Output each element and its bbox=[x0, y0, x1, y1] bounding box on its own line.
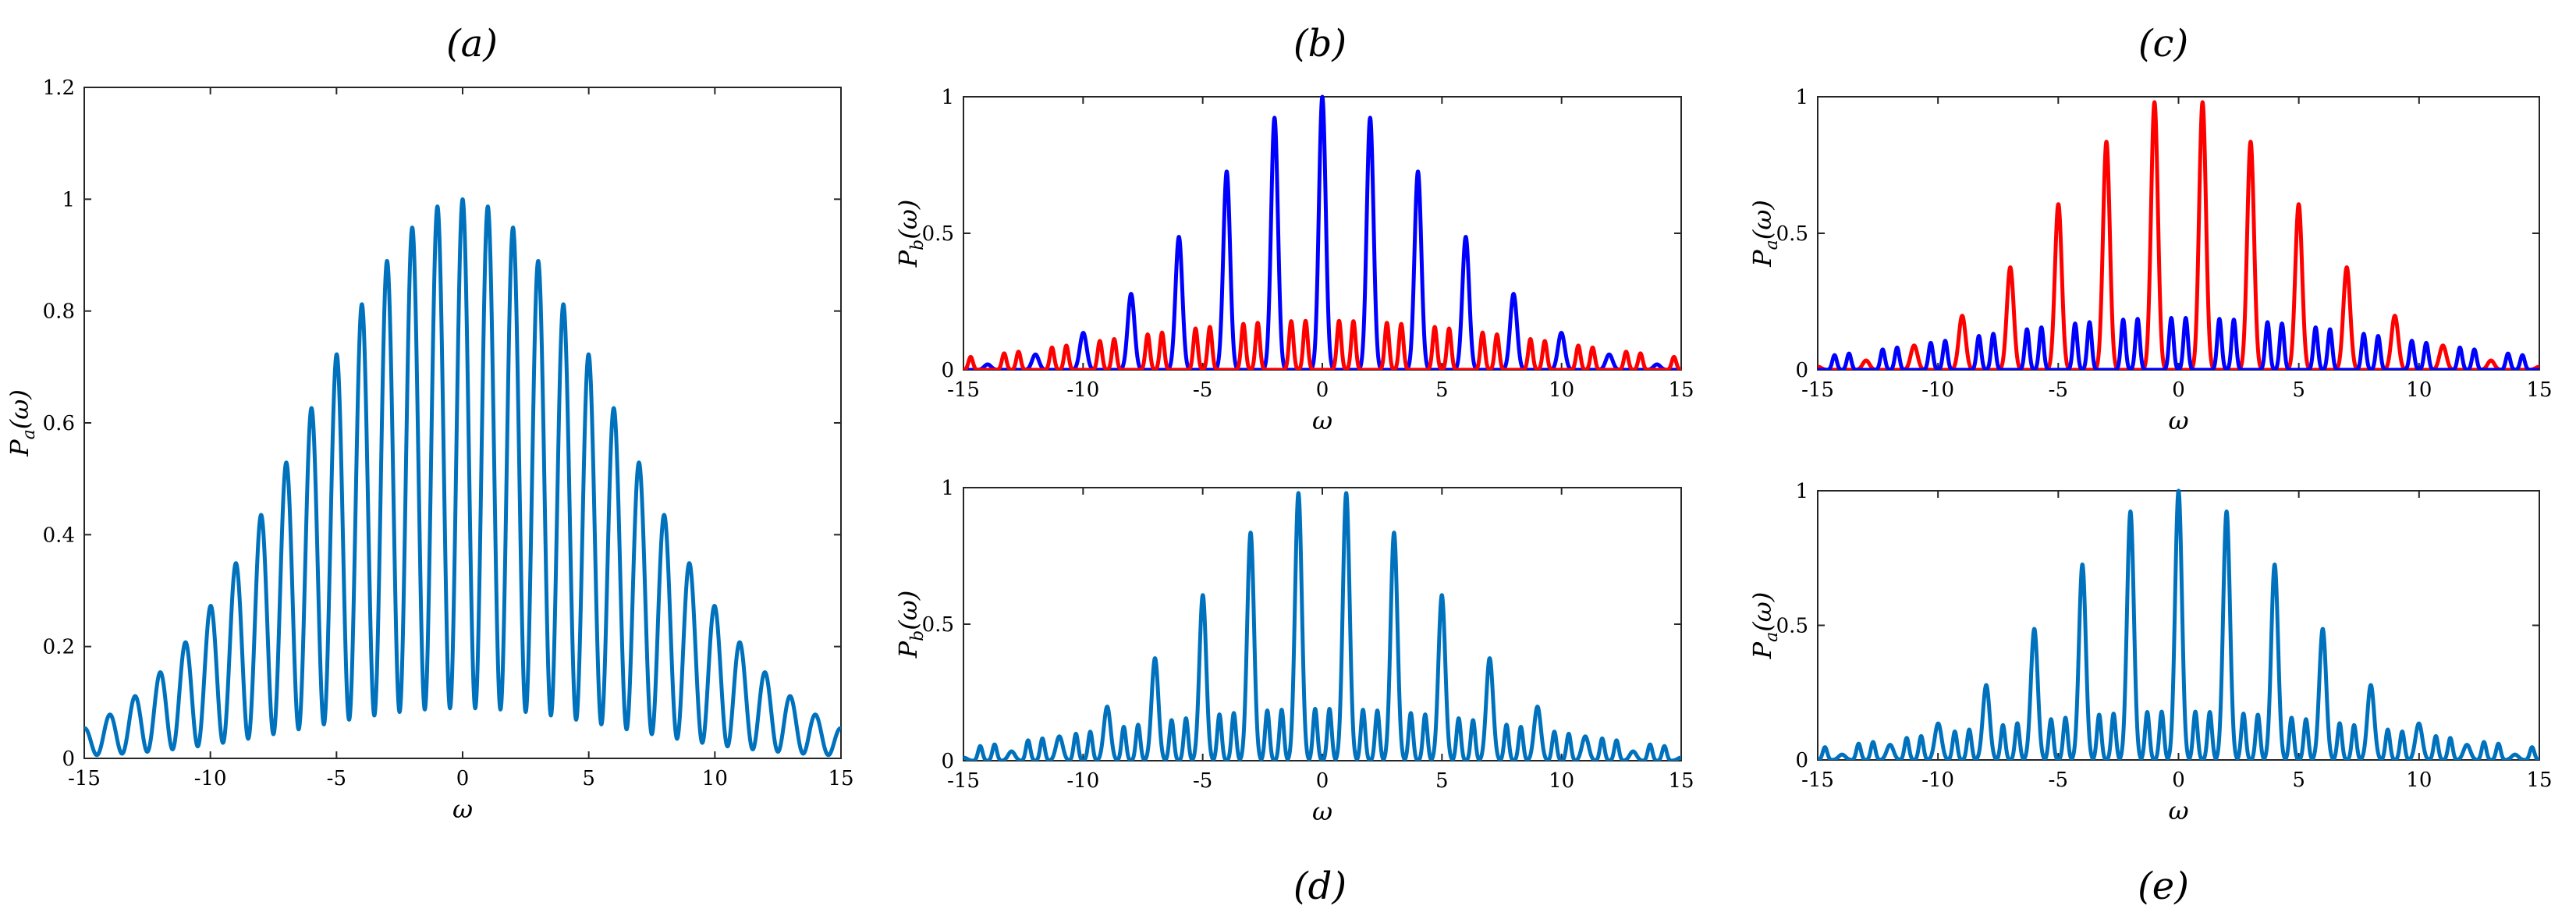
y-tick-label-c: 0.5 bbox=[1776, 222, 1808, 246]
y-tick-label-a: 1 bbox=[62, 188, 75, 211]
x-tick-label-d: 0 bbox=[1316, 769, 1329, 793]
axes-frame-a bbox=[83, 87, 842, 759]
x-tick-label-a: 15 bbox=[828, 767, 853, 790]
x-axis-label-e: ω bbox=[2168, 796, 2188, 825]
series-line-b-red bbox=[963, 318, 1681, 370]
y-tick-label-c: 0 bbox=[1795, 359, 1808, 382]
x-tick-label-e: 15 bbox=[2526, 769, 2552, 792]
y-tick-label-b: 0 bbox=[941, 359, 954, 382]
x-tick-label-d: 5 bbox=[1435, 769, 1449, 793]
y-tick-label-e: 0 bbox=[1795, 749, 1808, 772]
x-tick-label-a: -10 bbox=[194, 767, 227, 790]
x-tick-label-e: -5 bbox=[2049, 769, 2068, 792]
y-axis-label-e: Pa(ω) bbox=[1747, 592, 1782, 660]
x-tick-label-b: 0 bbox=[1316, 378, 1329, 402]
x-tick-label-d: 15 bbox=[1668, 769, 1694, 793]
series-line-b-blue bbox=[963, 94, 1681, 370]
y-tick-label-a: 0.8 bbox=[43, 300, 75, 324]
chart-c: -15 -10 -5 0 5 10 15 0 0.5 1 ω Pa(ω) bbox=[1747, 86, 2553, 435]
y-tick-label-e: 0.5 bbox=[1776, 615, 1808, 638]
x-axis-label-d: ω bbox=[1312, 797, 1332, 826]
y-axis-label-a: Pa(ω) bbox=[5, 389, 39, 457]
y-tick-label-a: 0 bbox=[62, 747, 75, 771]
panel-label-d: (d) bbox=[1293, 864, 1347, 908]
panel-label-b: (b) bbox=[1293, 22, 1347, 66]
x-tick-label-b: 5 bbox=[1435, 378, 1449, 402]
x-tick-label-c: 5 bbox=[2292, 378, 2305, 402]
x-tick-label-e: 0 bbox=[2172, 769, 2185, 792]
x-tick-label-c: 0 bbox=[2172, 378, 2185, 402]
x-tick-label-d: 10 bbox=[1549, 769, 1574, 793]
chart-d: -15 -10 -5 0 5 10 15 0 0.5 1 ω Pb(ω) bbox=[893, 477, 1694, 826]
x-axis-label-c: ω bbox=[2168, 406, 2188, 435]
y-tick-label-b: 1 bbox=[941, 86, 954, 109]
x-tick-label-e: 10 bbox=[2406, 769, 2432, 792]
y-axis-label-b: Pb(ω) bbox=[893, 200, 928, 268]
x-tick-label-a: 10 bbox=[702, 767, 728, 790]
x-tick-label-c: -10 bbox=[1921, 378, 1954, 402]
chart-e: -15 -10 -5 0 5 10 15 0 0.5 1 ω Pa(ω) bbox=[1747, 480, 2553, 825]
y-tick-label-a: 0.6 bbox=[43, 412, 75, 435]
y-tick-label-d: 0 bbox=[941, 750, 954, 773]
chart-b: -15 -10 -5 0 5 10 15 0 0.5 1 ω Pb(ω) bbox=[893, 86, 1694, 435]
series-line-c-blue bbox=[1818, 316, 2539, 370]
series-line-e-Pa bbox=[1818, 488, 2539, 760]
y-axis-label-c: Pa(ω) bbox=[1747, 200, 1782, 268]
y-tick-label-a: 0.2 bbox=[43, 636, 75, 659]
y-tick-label-a: 0.4 bbox=[43, 524, 75, 547]
y-tick-label-a: 1.2 bbox=[43, 76, 75, 100]
x-tick-label-a: -15 bbox=[68, 767, 101, 790]
axes-frame-c bbox=[1817, 96, 2540, 371]
chart-a: -15 -10 -5 0 5 10 15 0 0.2 0.4 0.6 0.8 1 1.2 ω Pa(ω) bbox=[5, 76, 854, 824]
series-line-d-Pb bbox=[963, 491, 1681, 761]
x-tick-label-d: -15 bbox=[947, 769, 980, 793]
y-tick-label-d: 0.5 bbox=[922, 613, 954, 637]
x-tick-label-a: 0 bbox=[456, 767, 470, 790]
x-tick-label-d: -10 bbox=[1066, 769, 1099, 793]
panel-label-a: (a) bbox=[446, 22, 498, 66]
panel-label-e: (e) bbox=[2138, 864, 2189, 908]
y-tick-label-e: 1 bbox=[1795, 480, 1808, 503]
x-tick-label-c: -15 bbox=[1801, 378, 1834, 402]
x-tick-label-d: -5 bbox=[1193, 769, 1212, 793]
axes-frame-d bbox=[963, 487, 1682, 761]
x-tick-label-a: -5 bbox=[327, 767, 346, 790]
x-tick-label-e: -10 bbox=[1921, 769, 1954, 792]
x-tick-label-b: 15 bbox=[1668, 378, 1694, 402]
panel-label-c: (c) bbox=[2138, 22, 2188, 66]
y-axis-label-d: Pb(ω) bbox=[893, 591, 928, 659]
x-axis-label-a: ω bbox=[452, 794, 473, 824]
x-tick-label-c: 10 bbox=[2406, 378, 2432, 402]
x-tick-label-b: 10 bbox=[1549, 378, 1574, 402]
y-tick-label-d: 1 bbox=[941, 477, 954, 500]
x-tick-label-c: -5 bbox=[2049, 378, 2068, 402]
y-tick-label-b: 0.5 bbox=[922, 222, 954, 246]
x-tick-label-a: 5 bbox=[582, 767, 595, 790]
series-line-a-Pa bbox=[84, 197, 841, 758]
x-tick-label-b: -10 bbox=[1066, 378, 1099, 402]
x-tick-label-c: 15 bbox=[2526, 378, 2552, 402]
x-tick-label-e: -15 bbox=[1801, 769, 1834, 792]
y-tick-label-c: 1 bbox=[1795, 86, 1808, 109]
x-tick-label-b: -5 bbox=[1193, 378, 1212, 402]
x-axis-label-b: ω bbox=[1312, 406, 1332, 435]
x-tick-label-b: -15 bbox=[947, 378, 980, 402]
x-tick-label-e: 5 bbox=[2292, 769, 2305, 792]
series-line-c-red bbox=[1818, 100, 2539, 370]
